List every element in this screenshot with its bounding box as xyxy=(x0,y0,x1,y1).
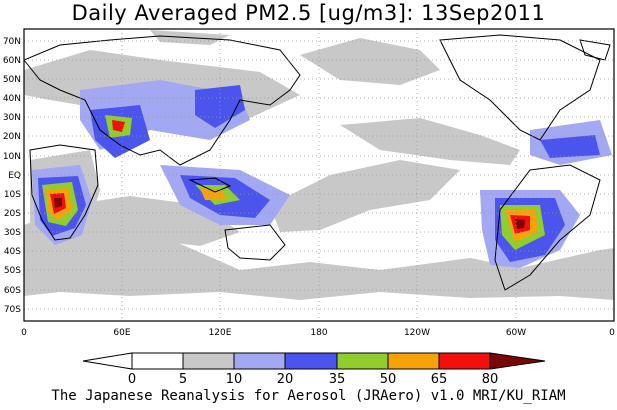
colorbar-label: 10 xyxy=(226,372,243,387)
lon-label: 180 xyxy=(310,328,327,338)
lon-label: 60W xyxy=(506,328,526,338)
map-title: Daily Averaged PM2.5 [ug/m3]: 13Sep2011 xyxy=(71,1,546,25)
colorbar-label: 35 xyxy=(329,372,346,387)
lon-label: 0 xyxy=(21,328,27,338)
map-frame xyxy=(23,28,615,322)
colorbar-segment xyxy=(387,352,440,370)
pm25-band-80plus-africa xyxy=(54,198,62,208)
lat-label: 40N xyxy=(3,94,21,104)
colorbar-label: 80 xyxy=(482,372,499,387)
colorbar: 0 5 10 20 35 50 65 80 xyxy=(82,352,546,387)
colorbar-label: 5 xyxy=(179,372,187,387)
lon-label: 120W xyxy=(404,328,430,338)
colorbar-segment xyxy=(336,352,389,370)
lat-label: 50S xyxy=(4,266,21,276)
lon-label: 60E xyxy=(113,328,130,338)
lat-label: EQ xyxy=(8,171,21,181)
lat-label: 30N xyxy=(3,113,21,123)
colorbar-segment xyxy=(284,352,338,370)
longitude-axis: 0 60E 120E 180 120W 60W 0 xyxy=(21,328,615,338)
lat-label: 30S xyxy=(4,228,21,238)
colorbar-segment xyxy=(131,352,184,370)
colorbar-label: 20 xyxy=(277,372,294,387)
pm25-band-5-10-south xyxy=(24,205,614,300)
colorbar-label: 50 xyxy=(380,372,397,387)
lon-label: 0 xyxy=(609,328,615,338)
colorbar-label: 65 xyxy=(431,372,448,387)
lat-label: 20N xyxy=(3,132,21,142)
lat-label: 60S xyxy=(4,286,21,296)
pm25-band-20-35-caribbean xyxy=(540,135,600,158)
coastlines xyxy=(24,34,611,291)
grid-lines xyxy=(24,29,614,321)
pm25-band-5-10-pacific xyxy=(270,160,460,232)
colorbar-segment xyxy=(233,352,286,370)
colorbar-segment xyxy=(489,352,546,370)
lat-label: 60N xyxy=(3,56,21,66)
lat-label: 40S xyxy=(4,247,21,257)
colorbar-segment xyxy=(182,352,235,370)
lat-label: 20S xyxy=(4,209,21,219)
latitude-axis: 70N 60N 50N 40N 30N 20N 10N EQ 10S 20S 3… xyxy=(3,37,21,315)
footer-credit: The Japanese Reanalysis for Aerosol (JRA… xyxy=(51,388,566,404)
lat-label: 10N xyxy=(3,152,21,162)
pm25-band-80plus-southamerica xyxy=(515,219,525,229)
colorbar-label: 0 xyxy=(128,372,136,387)
colorbar-segment xyxy=(438,352,491,370)
lat-label: 10S xyxy=(4,190,21,200)
pm25-band-5-10-tropics xyxy=(340,118,520,165)
lat-label: 70S xyxy=(4,305,21,315)
pm25-band-5-10-npac xyxy=(300,38,440,85)
lon-label: 120E xyxy=(209,328,232,338)
colorbar-segment xyxy=(82,352,133,370)
lat-label: 70N xyxy=(3,37,21,47)
lat-label: 50N xyxy=(3,75,21,85)
